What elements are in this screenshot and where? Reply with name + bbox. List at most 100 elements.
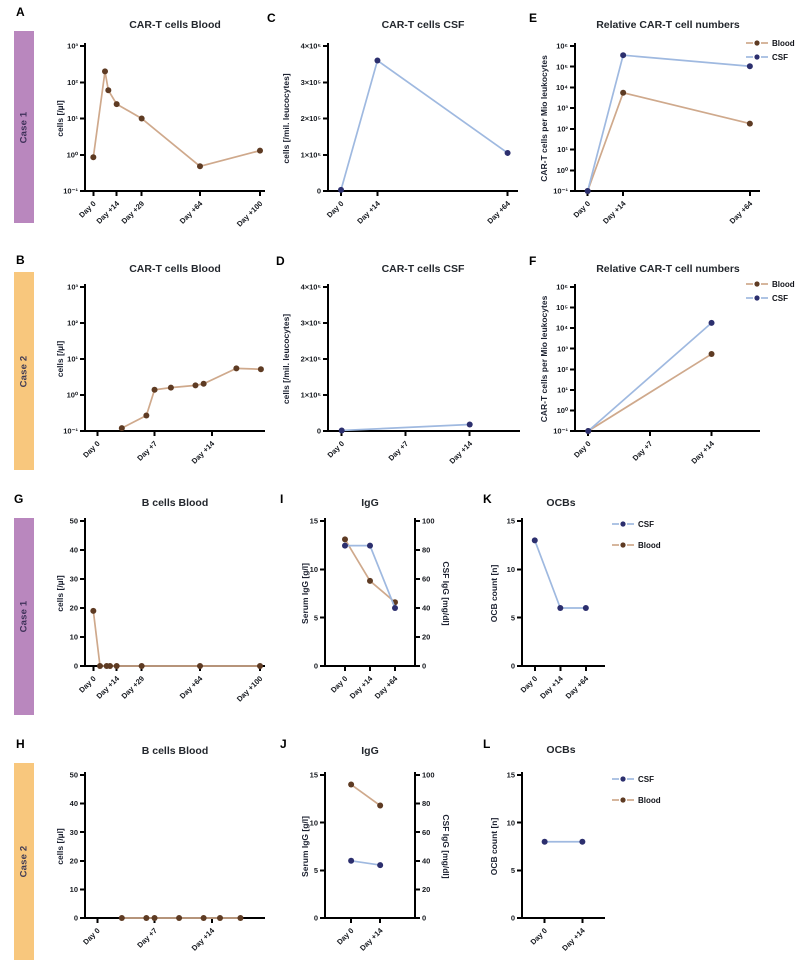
data-point bbox=[90, 607, 97, 614]
y2-tick-label: 0 bbox=[422, 662, 426, 671]
data-point bbox=[377, 802, 384, 809]
y-tick-label: 15 bbox=[310, 517, 318, 526]
y2-tick-label: 80 bbox=[422, 546, 430, 555]
y-tick-label: 15 bbox=[507, 771, 515, 780]
data-point bbox=[113, 101, 120, 108]
data-point bbox=[138, 115, 145, 122]
data-point bbox=[392, 605, 398, 611]
x-tick-label: Day +29 bbox=[120, 674, 147, 701]
y-tick-label: 10 bbox=[70, 885, 78, 894]
y-axis-label: Serum IgG [g/l] bbox=[300, 816, 310, 877]
panel-title: CAR-T cells CSF bbox=[382, 263, 465, 275]
y-tick-label: 4×10⁵ bbox=[301, 42, 322, 51]
y2-tick-label: 20 bbox=[422, 885, 430, 894]
x-tick-label: Day 0 bbox=[572, 439, 593, 460]
x-tick-label: Day 0 bbox=[81, 439, 102, 460]
y-tick-label: 15 bbox=[310, 771, 318, 780]
legend-label: CSF bbox=[772, 294, 788, 303]
y-axis-label: CAR-T cells per Mio leukocytes bbox=[539, 55, 549, 182]
panel-title: B cells Blood bbox=[142, 745, 209, 757]
y2-tick-label: 100 bbox=[422, 517, 435, 526]
y-tick-label: 10 bbox=[310, 818, 318, 827]
legend: CSF Blood bbox=[612, 775, 661, 805]
x-tick-label: Day 0 bbox=[326, 439, 347, 460]
y-tick-label: 0 bbox=[317, 427, 321, 436]
y-tick-label: 10² bbox=[557, 365, 568, 374]
data-point bbox=[579, 838, 586, 845]
y-axis-label: Serum IgG [g/l] bbox=[300, 563, 310, 624]
panel-title: Relative CAR-T cell numbers bbox=[596, 263, 740, 275]
data-point bbox=[197, 163, 203, 170]
x-tick-label: Day +7 bbox=[387, 439, 411, 463]
data-point bbox=[257, 147, 263, 154]
series-line-CSF bbox=[587, 322, 713, 432]
x-tick-label: Day +14 bbox=[689, 438, 716, 465]
y-tick-label: 5 bbox=[314, 866, 318, 875]
data-point bbox=[374, 57, 381, 64]
panel-A: A CAR-T cells Blood cells [/µl] 10³ 10² 10¹ 10… bbox=[16, 5, 265, 229]
y-tick-label: 10⁶ bbox=[556, 283, 568, 292]
series-line-CSF bbox=[341, 423, 470, 432]
data-point bbox=[620, 89, 627, 96]
y-tick-label: 0 bbox=[314, 662, 318, 671]
y-tick-label: 5 bbox=[314, 613, 318, 622]
data-point bbox=[90, 154, 97, 161]
y2-tick-label: 80 bbox=[422, 799, 430, 808]
y-axis-label: cells [/mil. leucocytes] bbox=[281, 314, 291, 404]
data-point bbox=[367, 577, 373, 584]
x-tick-label: Day +14 bbox=[355, 198, 382, 225]
legend-marker bbox=[754, 295, 760, 301]
y-tick-label: 2×10⁵ bbox=[301, 355, 322, 364]
panel-C: C CAR-T cells CSF cells [/mil. leucocytes]… bbox=[267, 11, 518, 226]
y-tick-label: 4×10⁵ bbox=[301, 283, 322, 292]
data-point bbox=[342, 542, 348, 549]
y-tick-label: 10² bbox=[67, 319, 78, 328]
data-point bbox=[504, 149, 511, 156]
panel-letter: E bbox=[529, 11, 537, 25]
y-tick-label: 10⁻¹ bbox=[63, 187, 78, 196]
x-tick-label: Day 0 bbox=[77, 674, 98, 695]
y-axis-label: cells [/µl] bbox=[55, 828, 65, 865]
data-point bbox=[143, 412, 150, 419]
panel-J: J IgG Serum IgG [g/l] CSF IgG [mg/dl] 15 10 5 0… bbox=[280, 737, 451, 953]
x-tick-label: Day +14 bbox=[190, 925, 217, 952]
y-tick-label: 0 bbox=[314, 914, 318, 923]
legend-marker bbox=[620, 797, 626, 803]
panel-title: OCBs bbox=[546, 744, 575, 756]
x-tick-label: Day +64 bbox=[178, 198, 205, 225]
series-line-Serum-IgG bbox=[350, 783, 381, 807]
y-tick-label: 10⁰ bbox=[67, 391, 79, 400]
y-axis-label: OCB count [n] bbox=[489, 818, 499, 876]
x-tick-label: Day 0 bbox=[529, 926, 550, 947]
data-point bbox=[151, 915, 158, 921]
panel-E: E Relative CAR-T cell numbers CAR-T cells … bbox=[529, 11, 795, 226]
y-axis-label: cells [/µl] bbox=[55, 341, 65, 378]
y-tick-label: 20 bbox=[70, 856, 78, 865]
legend-marker bbox=[620, 542, 626, 548]
x-tick-label: Day +64 bbox=[728, 198, 755, 225]
data-point bbox=[237, 915, 244, 921]
y-tick-label: 5 bbox=[511, 866, 515, 875]
data-point bbox=[708, 319, 715, 326]
series-line-Blood bbox=[92, 71, 261, 168]
y2-tick-label: 20 bbox=[422, 633, 430, 642]
data-point bbox=[102, 68, 108, 75]
data-point bbox=[338, 427, 345, 434]
y-tick-label: 10⁻¹ bbox=[63, 427, 78, 436]
case-1-sidebar: Case 1 bbox=[14, 518, 34, 715]
x-tick-label: Day 0 bbox=[325, 199, 346, 220]
y-tick-label: 10³ bbox=[557, 104, 568, 113]
panel-letter: F bbox=[529, 254, 536, 268]
y-tick-label: 10⁻¹ bbox=[553, 427, 568, 436]
y2-tick-label: 60 bbox=[422, 828, 430, 837]
data-point bbox=[708, 351, 715, 358]
x-tick-label: Day +100 bbox=[235, 674, 265, 704]
data-point bbox=[217, 915, 223, 921]
y-tick-label: 10⁴ bbox=[556, 324, 568, 333]
data-point bbox=[113, 663, 120, 669]
data-point bbox=[233, 365, 240, 372]
series-line-CSF bbox=[533, 540, 586, 609]
legend-label: Blood bbox=[638, 541, 661, 550]
data-point bbox=[192, 382, 199, 389]
